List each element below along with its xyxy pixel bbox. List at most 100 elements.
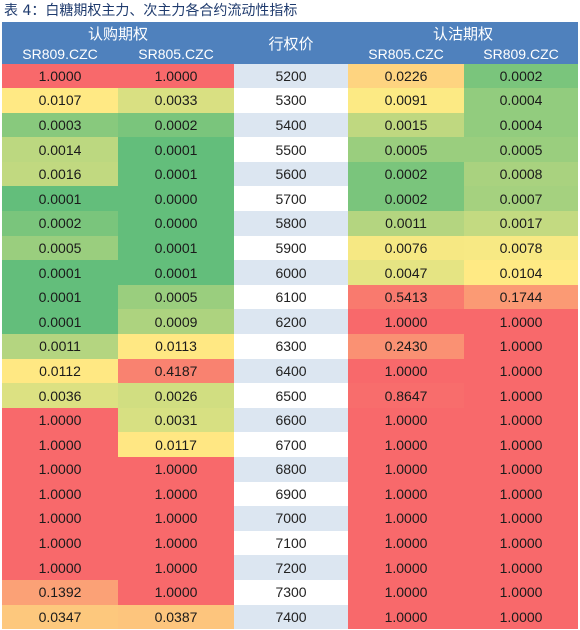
strike-cell: 5400	[234, 112, 349, 138]
call-sr805-cell: 1.0000	[118, 530, 235, 556]
put-sr809-cell: 0.0017	[464, 211, 579, 236]
put-sr809-cell: 1.0000	[464, 604, 579, 630]
call-sr805-cell: 0.0387	[118, 604, 235, 630]
table-row: 1.0000 0.0031 6600 1.0000 1.0000	[2, 407, 579, 433]
strike-cell: 7400	[234, 604, 349, 630]
strike-cell: 6900	[234, 481, 349, 507]
table-row: 0.0011 0.0113 6300 0.2430 1.0000	[2, 334, 579, 359]
put-sr809-cell: 1.0000	[464, 555, 579, 580]
put-sr805-cell: 0.0002	[348, 161, 465, 187]
put-sr805-cell: 1.0000	[348, 506, 465, 531]
call-sr809-cell: 0.0112	[2, 358, 118, 384]
put-sr805-cell: 0.0011	[348, 211, 465, 236]
call-sr809-cell: 1.0000	[2, 407, 118, 433]
strike-cell: 5500	[234, 137, 349, 162]
table-row: 1.0000 1.0000 7000 1.0000 1.0000	[2, 506, 579, 531]
call-sr809-cell: 1.0000	[2, 64, 118, 89]
call-sr805-cell: 0.0001	[118, 260, 235, 285]
call-sr809-cell: 1.0000	[2, 555, 118, 580]
put-sr805-cell: 1.0000	[348, 358, 465, 384]
strike-cell: 7200	[234, 555, 349, 580]
call-sr805-cell: 0.0031	[118, 407, 235, 433]
strike-cell: 6100	[234, 284, 349, 310]
put-sr805-cell: 0.5413	[348, 284, 465, 310]
put-sr805-cell: 0.0005	[348, 137, 465, 162]
call-sr805-cell: 0.0001	[118, 137, 235, 162]
table-row: 0.0002 0.0000 5800 0.0011 0.0017	[2, 211, 579, 236]
put-sr809-cell: 1.0000	[464, 334, 579, 359]
table-row: 1.0000 1.0000 6900 1.0000 1.0000	[2, 481, 579, 507]
call-sr809-cell: 0.0001	[2, 186, 118, 212]
call-sr809-cell: 0.0001	[2, 284, 118, 310]
put-sr809-cell: 1.0000	[464, 432, 579, 457]
put-sr805-cell: 1.0000	[348, 432, 465, 457]
call-sr805-cell: 0.0009	[118, 309, 235, 335]
strike-cell: 6800	[234, 457, 349, 482]
put-sr805-cell: 1.0000	[348, 309, 465, 335]
put-sr809-cell: 0.0078	[464, 235, 579, 261]
call-sr805-cell: 0.0001	[118, 235, 235, 261]
table-row: 0.1392 1.0000 7300 1.0000 1.0000	[2, 579, 579, 605]
strike-cell: 6400	[234, 358, 349, 384]
put-sr809-cell: 1.0000	[464, 358, 579, 384]
put-sr805-cell: 1.0000	[348, 579, 465, 605]
call-sr809-cell: 0.0002	[2, 211, 118, 236]
liquidity-table: 认购期权 行权价 认沽期权 SR809.CZC SR805.CZC SR805.…	[2, 22, 579, 630]
put-sr805-cell: 1.0000	[348, 530, 465, 556]
put-sr805-cell: 0.0015	[348, 112, 465, 138]
put-sr809-cell: 1.0000	[464, 530, 579, 556]
call-sr809-header: SR809.CZC	[2, 44, 118, 64]
call-sr805-cell: 0.0113	[118, 334, 235, 359]
call-sr805-cell: 0.0000	[118, 186, 235, 212]
strike-cell: 5900	[234, 235, 349, 261]
put-sr805-cell: 1.0000	[348, 555, 465, 580]
call-sr805-cell: 1.0000	[118, 506, 235, 531]
strike-cell: 5300	[234, 88, 349, 113]
call-sr809-cell: 0.0014	[2, 137, 118, 162]
call-sr809-cell: 0.0001	[2, 260, 118, 285]
call-sr809-cell: 1.0000	[2, 457, 118, 482]
call-sr805-cell: 0.4187	[118, 358, 235, 384]
put-sr805-cell: 0.0076	[348, 235, 465, 261]
put-sr809-cell: 1.0000	[464, 309, 579, 335]
put-sr809-cell: 0.0104	[464, 260, 579, 285]
put-sr805-cell: 1.0000	[348, 457, 465, 482]
put-sr809-cell: 0.1744	[464, 284, 579, 310]
strike-cell: 7300	[234, 579, 349, 605]
put-sr809-cell: 1.0000	[464, 579, 579, 605]
table-row: 0.0014 0.0001 5500 0.0005 0.0005	[2, 137, 579, 162]
put-sr805-cell: 0.2430	[348, 334, 465, 359]
call-sr805-cell: 0.0005	[118, 284, 235, 310]
put-sr809-cell: 0.0005	[464, 137, 579, 162]
put-options-header: 认沽期权	[348, 22, 579, 44]
call-sr805-cell: 0.0026	[118, 383, 235, 408]
call-sr809-cell: 1.0000	[2, 530, 118, 556]
strike-cell: 6000	[234, 260, 349, 285]
strike-cell: 6500	[234, 383, 349, 408]
put-sr809-cell: 0.0004	[464, 88, 579, 113]
table-row: 0.0347 0.0387 7400 1.0000 1.0000	[2, 604, 579, 630]
table-body: 1.0000 1.0000 5200 0.0226 0.0002 0.0107 0.0033…	[2, 64, 579, 630]
table-row: 0.0107 0.0033 5300 0.0091 0.0004	[2, 88, 579, 113]
put-sr809-cell: 1.0000	[464, 383, 579, 408]
call-sr805-cell: 0.0117	[118, 432, 235, 457]
put-sr805-cell: 0.0226	[348, 64, 465, 89]
strike-cell: 5700	[234, 186, 349, 212]
call-sr805-cell: 1.0000	[118, 579, 235, 605]
table-row: 1.0000 1.0000 7100 1.0000 1.0000	[2, 530, 579, 556]
call-sr809-cell: 1.0000	[2, 432, 118, 457]
table-row: 1.0000 1.0000 5200 0.0226 0.0002	[2, 64, 579, 89]
table-row: 0.0005 0.0001 5900 0.0076 0.0078	[2, 235, 579, 261]
put-sr809-cell: 0.0008	[464, 161, 579, 187]
strike-cell: 6300	[234, 334, 349, 359]
call-sr809-cell: 0.0003	[2, 112, 118, 138]
table-caption: 表 4：白糖期权主力、次主力各合约流动性指标	[4, 3, 298, 19]
put-sr809-cell: 0.0002	[464, 64, 579, 89]
put-sr809-cell: 1.0000	[464, 407, 579, 433]
call-sr809-cell: 1.0000	[2, 481, 118, 507]
strike-cell: 6200	[234, 309, 349, 335]
table-row: 1.0000 0.0117 6700 1.0000 1.0000	[2, 432, 579, 457]
call-sr809-cell: 0.0016	[2, 161, 118, 187]
call-sr805-cell: 0.0002	[118, 112, 235, 138]
call-sr809-cell: 1.0000	[2, 506, 118, 531]
